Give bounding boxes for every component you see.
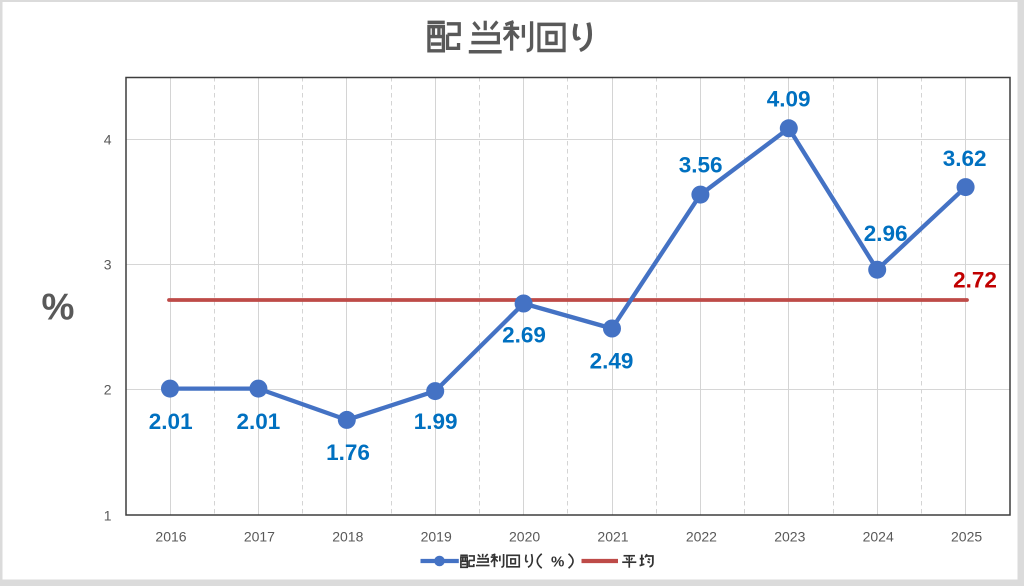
svg-text:1.99: 1.99	[414, 409, 458, 434]
svg-text:4: 4	[104, 132, 112, 148]
svg-text:2: 2	[104, 382, 112, 398]
svg-text:2.69: 2.69	[502, 323, 546, 348]
svg-text:%: %	[551, 554, 564, 571]
svg-text:%: %	[42, 287, 75, 328]
svg-text:2016: 2016	[155, 529, 186, 545]
svg-text:2022: 2022	[686, 529, 717, 545]
svg-text:3: 3	[104, 257, 112, 273]
svg-text:2020: 2020	[509, 529, 540, 545]
svg-text:2.72: 2.72	[953, 267, 997, 292]
svg-text:2.96: 2.96	[864, 221, 908, 246]
svg-text:2018: 2018	[332, 529, 363, 545]
svg-text:4.09: 4.09	[767, 86, 811, 111]
svg-text:1.76: 1.76	[326, 440, 370, 465]
svg-text:2.49: 2.49	[590, 349, 634, 374]
svg-text:2024: 2024	[863, 529, 894, 545]
svg-text:3.62: 3.62	[943, 146, 987, 171]
svg-text:2.01: 2.01	[149, 409, 193, 434]
svg-text:2017: 2017	[244, 529, 275, 545]
svg-text:2025: 2025	[951, 529, 982, 545]
svg-text:2023: 2023	[774, 529, 805, 545]
svg-text:2019: 2019	[421, 529, 452, 545]
svg-text:2.01: 2.01	[237, 409, 281, 434]
svg-text:3.56: 3.56	[679, 153, 723, 178]
svg-text:1: 1	[104, 508, 112, 524]
svg-text:2021: 2021	[597, 529, 628, 545]
